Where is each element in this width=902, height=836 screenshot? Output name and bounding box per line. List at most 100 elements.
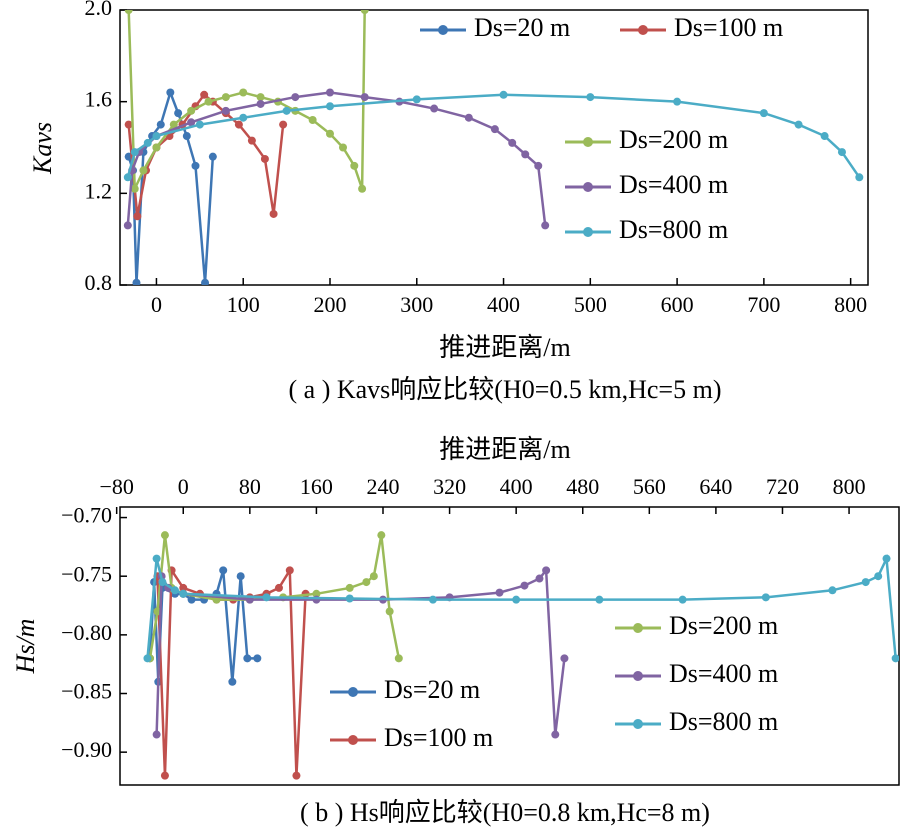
data-point [256, 93, 265, 102]
legend-marker [633, 671, 643, 681]
data-point [152, 730, 161, 739]
x-tick-label: 560 [633, 474, 666, 499]
data-point [282, 106, 291, 115]
data-point [143, 138, 152, 147]
series-line [126, 93, 861, 179]
data-point [221, 93, 230, 102]
series-line [127, 88, 215, 283]
data-point [861, 578, 870, 587]
x-tick-label: 0 [178, 474, 189, 499]
data-point [759, 109, 768, 118]
data-point [345, 594, 354, 603]
y-tick-label: 0.8 [85, 270, 113, 295]
data-point [345, 583, 354, 592]
legend-label: Ds=100 m [384, 723, 493, 752]
legend-label: Ds=800 m [669, 707, 778, 736]
data-point [219, 566, 228, 575]
data-point [508, 138, 517, 147]
data-point [158, 578, 167, 587]
x-tick-label: −80 [99, 474, 133, 499]
data-point [124, 120, 133, 129]
legend-marker [348, 687, 358, 697]
legend-label: Ds=800 m [619, 215, 728, 244]
data-point [820, 132, 829, 141]
data-point [882, 554, 891, 563]
y-tick-label: −0.90 [61, 737, 112, 762]
data-point [269, 209, 278, 218]
data-point [256, 99, 265, 108]
data-point [130, 148, 139, 157]
legend-marker [348, 735, 358, 745]
data-point [174, 109, 183, 118]
data-point [394, 654, 403, 663]
y-tick-label: 2.0 [85, 0, 113, 20]
data-point [325, 88, 334, 97]
y-tick-label: 1.6 [85, 87, 113, 112]
data-point [221, 106, 230, 115]
data-point [350, 161, 359, 170]
data-point [152, 143, 161, 152]
data-point [201, 278, 210, 285]
data-point [208, 152, 217, 161]
data-point [586, 93, 595, 102]
data-point [143, 654, 152, 663]
data-point [542, 566, 551, 575]
x-tick-label: 480 [566, 474, 599, 499]
data-point [678, 595, 687, 604]
x-tick-label: 0 [151, 292, 162, 317]
plot-frame [119, 9, 869, 286]
legend-marker [438, 25, 448, 35]
data-point [490, 125, 499, 134]
data-point [160, 771, 169, 780]
data-point [339, 143, 348, 152]
y-tick-label: 1.2 [85, 178, 113, 203]
data-point [239, 113, 248, 122]
data-point [291, 93, 300, 102]
data-point [187, 106, 196, 115]
data-point [520, 581, 529, 590]
data-point [204, 97, 213, 106]
data-point [358, 184, 367, 193]
data-point [369, 572, 378, 581]
data-point [195, 120, 204, 129]
data-point [239, 88, 248, 97]
data-point [541, 221, 550, 230]
data-point [512, 595, 521, 604]
plot-series [123, 10, 864, 285]
data-point [499, 90, 508, 99]
data-point [187, 118, 196, 127]
data-point [236, 572, 245, 581]
data-point [130, 184, 139, 193]
legend-label: Ds=100 m [674, 13, 783, 42]
data-point [133, 212, 142, 221]
legend-marker [633, 623, 643, 633]
legend-label: Ds=400 m [619, 170, 728, 199]
x-tick-label: 100 [227, 292, 260, 317]
data-point [200, 90, 209, 99]
data-point [228, 677, 237, 686]
legend-marker [633, 719, 643, 729]
data-point [891, 654, 899, 663]
data-point [560, 654, 569, 663]
x-tick-label: 200 [313, 292, 346, 317]
data-point [325, 102, 334, 111]
data-point [595, 595, 604, 604]
legend-marker [638, 25, 648, 35]
x-tick-label: 720 [766, 474, 799, 499]
legend-label: Ds=20 m [474, 13, 570, 42]
x-tick-label: 80 [239, 474, 261, 499]
data-point [360, 93, 369, 102]
data-point [377, 531, 386, 540]
data-point [279, 120, 288, 129]
data-point [191, 161, 200, 170]
x-tick-label: 500 [574, 292, 607, 317]
data-point [123, 173, 132, 182]
y-tick-label: −0.85 [61, 679, 112, 704]
data-point [152, 132, 161, 141]
data-point [325, 129, 334, 138]
legend-label: Ds=20 m [384, 675, 480, 704]
x-axis-label: 推进距离/m [439, 333, 570, 362]
data-point [828, 586, 837, 595]
plot-series [143, 531, 899, 780]
